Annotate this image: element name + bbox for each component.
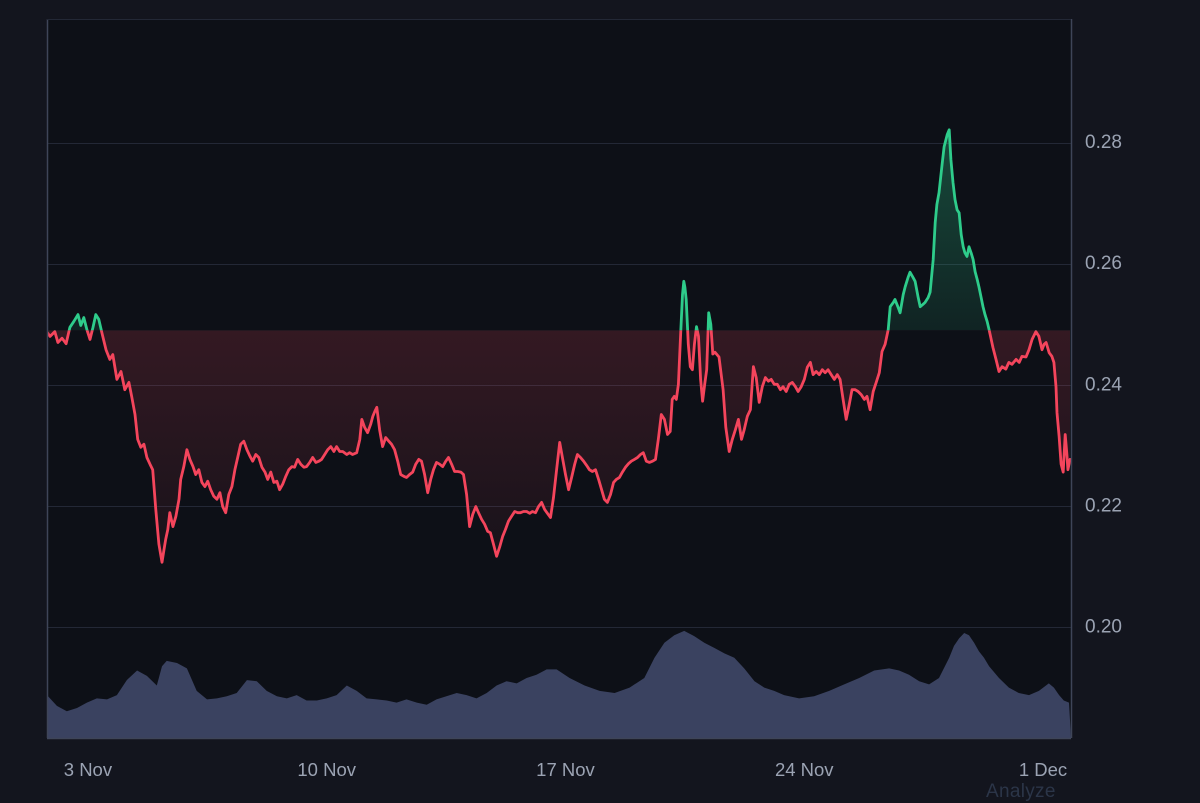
y-axis-tick-label: 0.26 bbox=[1085, 253, 1122, 274]
volume-histogram bbox=[47, 630, 1071, 738]
price-line-up-segment bbox=[54, 128, 1037, 331]
x-axis-tick-label: 3 Nov bbox=[64, 759, 113, 780]
y-axis-tick-label: 0.24 bbox=[1085, 374, 1122, 395]
x-axis-tick-label: 17 Nov bbox=[536, 759, 595, 780]
y-axis-tick-label: 0.22 bbox=[1085, 496, 1122, 517]
x-axis-tick-label: 1 Dec bbox=[1019, 759, 1067, 780]
y-axis-tick-label: 0.20 bbox=[1085, 617, 1122, 638]
x-axis-tick-label: 10 Nov bbox=[297, 759, 356, 780]
plot-borders bbox=[46, 19, 1073, 740]
analyze-link[interactable]: Analyze bbox=[986, 781, 1056, 802]
x-axis-tick-label: 24 Nov bbox=[775, 759, 834, 780]
y-axis-labels: 0.28 0.26 0.24 0.22 0.20 bbox=[1085, 132, 1122, 638]
price-line-down-segment bbox=[47, 330, 1071, 564]
x-axis-labels: 3 Nov 10 Nov 17 Nov 24 Nov 1 Dec bbox=[64, 759, 1067, 780]
y-axis-tick-label: 0.28 bbox=[1085, 132, 1122, 153]
price-area-fill-above-baseline bbox=[47, 129, 1070, 331]
